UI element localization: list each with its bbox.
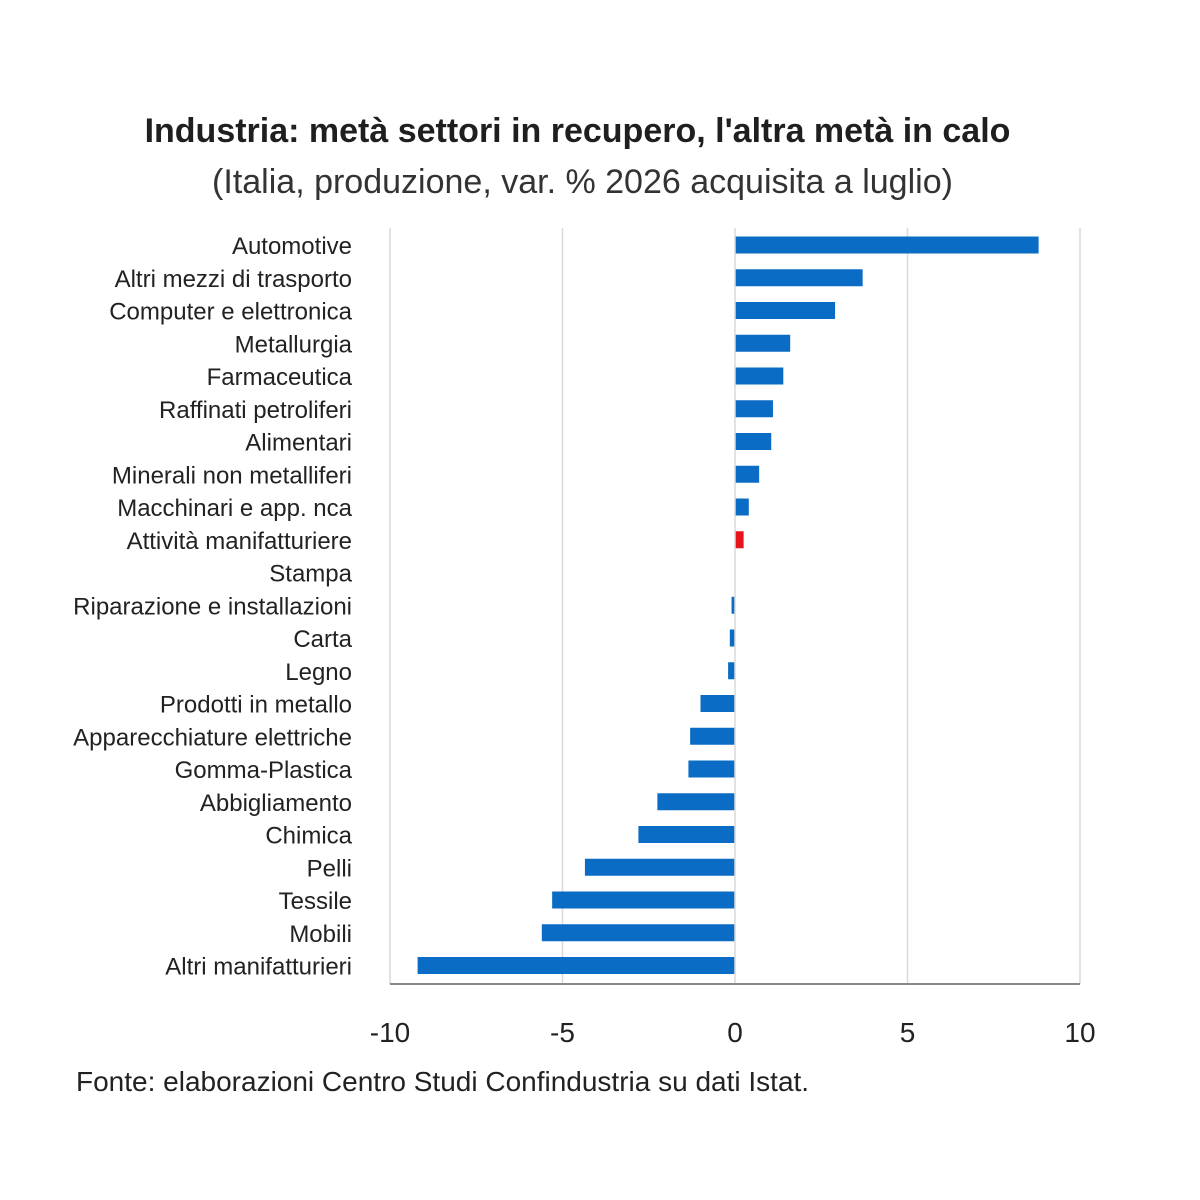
category-label: Mobili — [289, 921, 352, 948]
bar — [417, 957, 735, 974]
category-label: Stampa — [269, 561, 352, 588]
source-note: Fonte: elaborazioni Centro Studi Confind… — [76, 1066, 810, 1097]
bar — [735, 236, 1039, 254]
chart-title: Industria: metà settori in recupero, l'a… — [144, 112, 1011, 150]
bar — [688, 760, 735, 778]
bar-chart: -10 -5 0 5 10 Automotive Altri mezzi di trasp… — [73, 228, 1096, 1048]
x-tick-label: -5 — [550, 1017, 575, 1048]
category-label: Carta — [293, 626, 352, 653]
bar — [731, 596, 735, 614]
category-labels: Automotive Altri mezzi di trasporto Comput… — [73, 233, 352, 981]
bar — [729, 629, 735, 647]
bar — [735, 400, 773, 418]
category-label: Chimica — [265, 823, 352, 850]
category-label: Prodotti in metallo — [160, 692, 352, 719]
category-label: Tessile — [279, 888, 352, 915]
category-label: Gomma-Plastica — [175, 757, 353, 784]
bar — [735, 465, 760, 483]
bar — [735, 531, 744, 549]
bar — [584, 858, 735, 876]
category-label: Pelli — [307, 855, 352, 882]
x-tick-label: 5 — [900, 1017, 916, 1048]
category-label: Riparazione e installazioni — [73, 593, 352, 620]
x-tick-label: 0 — [727, 1017, 743, 1048]
category-label: Raffinati petroliferi — [159, 397, 352, 424]
bar — [657, 793, 735, 811]
bar — [735, 498, 749, 516]
category-label: Altri manifatturieri — [165, 954, 352, 981]
bar — [735, 269, 863, 287]
category-label: Macchinari e app. nca — [117, 495, 352, 522]
bar — [541, 924, 735, 942]
category-label: Metallurgia — [235, 331, 353, 358]
category-label: Farmaceutica — [207, 364, 353, 391]
category-label: Altri mezzi di trasporto — [115, 266, 352, 293]
grid-lines — [389, 228, 1081, 984]
category-label: Apparecchiature elettriche — [73, 724, 352, 751]
bar — [735, 433, 772, 450]
bar — [735, 334, 791, 352]
chart-subtitle: (Italia, produzione, var. % 2026 acquisi… — [212, 163, 953, 201]
bar — [735, 367, 784, 385]
bar — [552, 891, 735, 909]
bar — [690, 727, 735, 745]
category-label: Alimentari — [245, 430, 352, 457]
bar — [638, 826, 735, 843]
bars — [417, 236, 1039, 974]
x-tick-label: 10 — [1064, 1017, 1095, 1048]
category-label: Abbigliamento — [200, 790, 352, 817]
bar — [735, 302, 836, 319]
category-label: Computer e elettronica — [109, 299, 352, 326]
x-tick-label: -10 — [370, 1017, 410, 1048]
x-axis: -10 -5 0 5 10 — [370, 228, 1096, 1048]
category-label: Attività manifatturiere — [127, 528, 352, 555]
bar — [728, 662, 735, 680]
bar — [700, 695, 735, 712]
category-label: Minerali non metalliferi — [112, 462, 352, 489]
category-label: Legno — [285, 659, 352, 686]
category-label: Automotive — [232, 233, 352, 260]
